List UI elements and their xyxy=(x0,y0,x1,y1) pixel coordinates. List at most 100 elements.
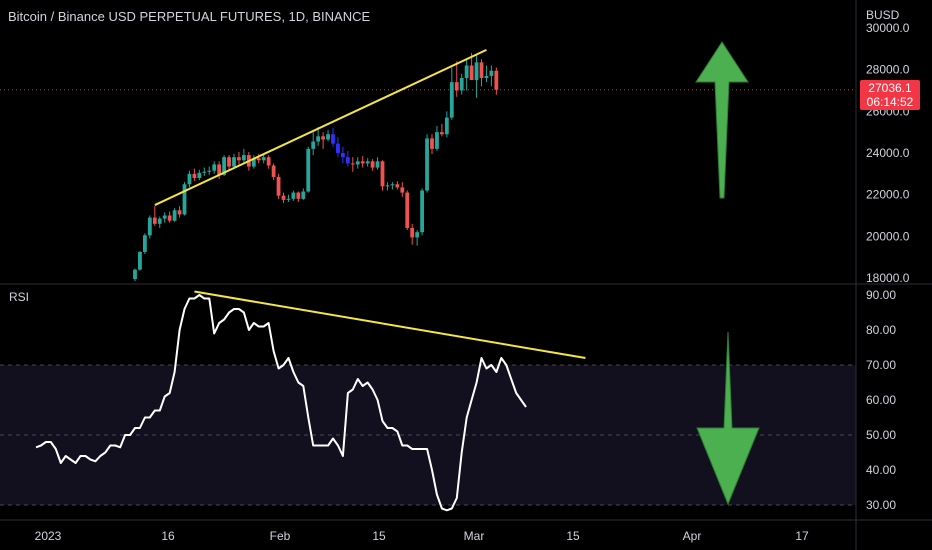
time-tick-label: 17 xyxy=(795,529,809,543)
candle-body xyxy=(202,171,207,173)
candle xyxy=(454,61,459,97)
candle xyxy=(444,111,449,138)
candle xyxy=(251,155,256,169)
candle-body xyxy=(430,138,434,149)
candle-body xyxy=(326,134,330,140)
candle-body xyxy=(242,155,246,161)
candle-body xyxy=(133,269,137,280)
price-tick-label: 30000.0 xyxy=(866,21,910,35)
time-tick-label: 2023 xyxy=(35,529,62,543)
candle xyxy=(172,208,177,222)
time-tick-label: Mar xyxy=(464,529,485,543)
last-price-value: 27036.1 xyxy=(868,81,912,95)
candle xyxy=(182,182,187,216)
candle-body xyxy=(276,176,281,196)
candle-body xyxy=(331,134,335,144)
candle-body xyxy=(232,157,236,167)
candle xyxy=(425,134,429,193)
bar-countdown: 06:14:52 xyxy=(866,95,914,109)
candle xyxy=(147,215,152,239)
candle-body xyxy=(440,132,444,135)
candle xyxy=(321,132,325,149)
candle xyxy=(296,191,301,202)
candle-body xyxy=(167,215,172,221)
candle xyxy=(167,211,172,223)
rsi-line xyxy=(35,294,527,512)
candle xyxy=(133,268,137,282)
candle-body xyxy=(489,70,494,76)
candle xyxy=(400,182,405,197)
currency-label: BUSD xyxy=(866,8,900,22)
candle xyxy=(192,168,197,182)
candle xyxy=(370,159,375,171)
candle xyxy=(212,161,217,174)
rsi-tick-label: 90.00 xyxy=(866,288,896,302)
candle-body xyxy=(355,161,360,165)
rsi-tick-label: 60.00 xyxy=(866,393,896,407)
candle-body xyxy=(415,232,420,238)
candle-body xyxy=(207,170,212,172)
rsi-tick-label: 80.00 xyxy=(866,323,896,337)
time-tick-label: 15 xyxy=(372,529,386,543)
candle xyxy=(232,154,236,169)
candle xyxy=(207,166,212,175)
candle xyxy=(360,156,365,168)
price-tick-label: 22000.0 xyxy=(866,188,910,202)
candle-body xyxy=(410,228,415,238)
candle xyxy=(489,65,494,87)
candle xyxy=(415,230,420,246)
up-arrow-icon xyxy=(695,41,749,199)
candle xyxy=(435,125,439,151)
candle xyxy=(375,157,380,170)
candle xyxy=(138,250,142,271)
candle-body xyxy=(271,165,276,177)
time-tick-label: 16 xyxy=(161,529,175,543)
candle xyxy=(385,182,390,191)
candle xyxy=(410,223,415,245)
candle xyxy=(355,157,360,169)
candle xyxy=(227,155,231,170)
rsi-tick-label: 40.00 xyxy=(866,463,896,477)
candle xyxy=(345,150,350,167)
candle xyxy=(405,190,410,231)
candle-body xyxy=(435,132,439,149)
rsi-indicator-label[interactable]: RSI xyxy=(9,290,30,304)
candle-body xyxy=(172,210,177,221)
candle-body xyxy=(306,148,311,192)
rsi-tick-label: 70.00 xyxy=(866,358,896,372)
candle-body xyxy=(464,65,469,78)
rsi-series[interactable] xyxy=(35,294,527,512)
candle xyxy=(261,155,266,164)
symbol-title[interactable]: Bitcoin / Binance USD PERPETUAL FUTURES,… xyxy=(8,9,371,24)
candle xyxy=(177,206,182,218)
candle-body xyxy=(479,62,484,78)
candle-body xyxy=(345,157,350,164)
candle-body xyxy=(296,192,301,199)
candle xyxy=(380,160,385,191)
candle xyxy=(202,167,207,176)
candle-body xyxy=(350,163,355,165)
arrow-annotations xyxy=(695,41,760,506)
candle xyxy=(286,194,291,202)
candlestick-series[interactable] xyxy=(133,53,499,282)
candle-body xyxy=(281,195,286,200)
candle xyxy=(350,157,355,172)
candle xyxy=(242,148,246,163)
candle xyxy=(341,146,345,164)
candle xyxy=(143,233,147,255)
candle xyxy=(440,123,444,137)
candle-body xyxy=(143,235,147,252)
candle xyxy=(157,216,162,228)
candle xyxy=(187,170,192,188)
candle xyxy=(311,132,316,156)
candle-body xyxy=(336,143,340,153)
candle-body xyxy=(187,173,192,185)
candle-body xyxy=(444,117,449,135)
candle-body xyxy=(370,161,375,168)
candle-body xyxy=(192,173,197,178)
candle-body xyxy=(217,164,222,175)
price-tick-label: 24000.0 xyxy=(866,146,910,160)
candle xyxy=(217,161,222,180)
down-arrow-icon xyxy=(696,331,760,506)
